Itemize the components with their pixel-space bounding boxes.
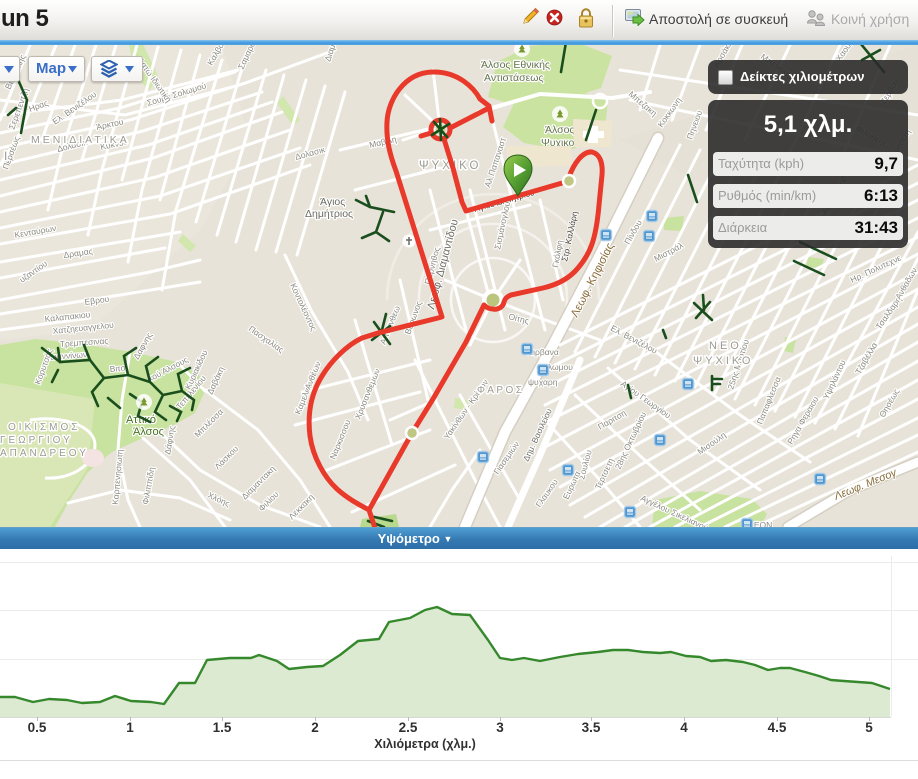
svg-text:3.5: 3.5: [582, 720, 601, 735]
svg-text:Χιλιόμετρα (χλμ.): Χιλιόμετρα (χλμ.): [374, 737, 476, 751]
svg-text:ΜΕΝΙΔΙΑΤΙΚΑ: ΜΕΝΙΔΙΑΤΙΚΑ: [31, 134, 130, 146]
svg-text:2: 2: [311, 720, 319, 735]
svg-text:Δημήτριος: Δημήτριος: [305, 208, 353, 220]
svg-text:5: 5: [865, 720, 873, 735]
svg-text:Εβρου: Εβρου: [84, 294, 110, 307]
svg-text:0.5: 0.5: [28, 720, 47, 735]
svg-text:ΟΙΚΙΣΜΟΣ: ΟΙΚΙΣΜΟΣ: [8, 422, 80, 433]
svg-text:Άλσος: Άλσος: [133, 426, 164, 438]
svg-text:ΑΠΑΝΔΡΕΟΥ: ΑΠΑΝΔΡΕΟΥ: [0, 448, 89, 459]
svg-text:ΣΤ.ΕΟΝ: ΣΤ.ΕΟΝ: [742, 520, 772, 527]
svg-text:ψυχαρη: ψυχαρη: [528, 377, 558, 387]
svg-text:2.5: 2.5: [399, 720, 418, 735]
svg-text:Νιρβανα: Νιρβανα: [527, 347, 559, 357]
svg-text:ΨΥΧΙΚΟ: ΨΥΧΙΚΟ: [419, 160, 481, 172]
svg-text:ΝΕΟ: ΝΕΟ: [709, 340, 742, 352]
svg-text:4.5: 4.5: [768, 720, 787, 735]
svg-text:1.5: 1.5: [213, 720, 232, 735]
svg-text:Άλσος Εθνικής: Άλσος Εθνικής: [481, 59, 550, 71]
svg-text:Αντιστάσεως: Αντιστάσεως: [484, 72, 544, 84]
svg-text:Αττικό: Αττικό: [126, 414, 156, 426]
svg-text:3: 3: [496, 720, 504, 735]
svg-text:ΦΑΡΟΣ: ΦΑΡΟΣ: [477, 385, 525, 396]
svg-text:Τρεμπεσινας: Τρεμπεσινας: [59, 336, 108, 349]
svg-text:Ι: Ι: [4, 149, 8, 163]
svg-text:4: 4: [680, 720, 688, 735]
svg-text:ΓΕΩΡΓΙΟΥ: ΓΕΩΡΓΙΟΥ: [0, 435, 73, 446]
svg-text:ΨΥΧΙΚΟ: ΨΥΧΙΚΟ: [693, 355, 753, 367]
svg-text:1: 1: [126, 720, 134, 735]
svg-text:Βιτσι: Βιτσι: [109, 362, 128, 374]
svg-text:Άλσος: Άλσος: [545, 124, 574, 136]
svg-text:Άγιος: Άγιος: [320, 196, 345, 208]
